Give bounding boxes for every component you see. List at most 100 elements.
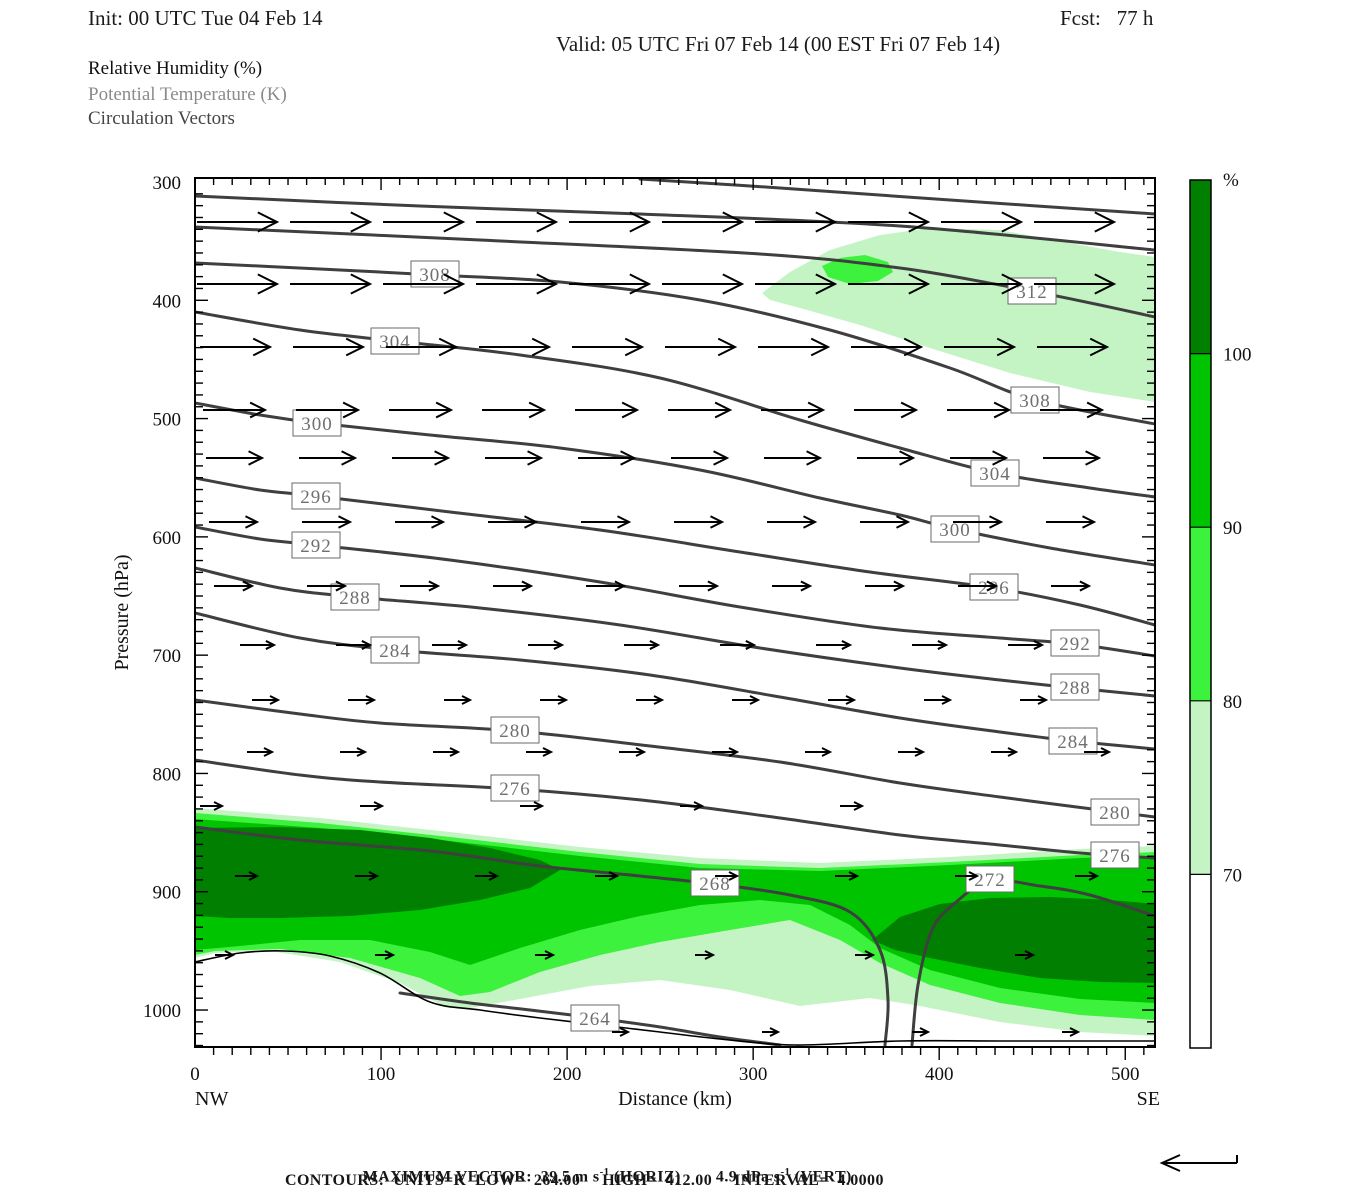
- axis-labels-group: 300 400 500 600 700 800 900 1000 0 100 200 300 400 50…: [111, 173, 1160, 1110]
- contour-label-box-276: [490, 774, 540, 802]
- rh-shading-group: [195, 228, 1155, 1036]
- vector-arrow-head: [531, 337, 552, 357]
- contour-label-280: 280: [1099, 803, 1131, 824]
- contours-info-text: CONTOURS: UNITS=K LOW= 264.00 HIGH= 412.…: [285, 1172, 884, 1189]
- contour-label-276: 276: [499, 779, 531, 800]
- contour-label-box-300: [930, 515, 980, 543]
- vector-arrow-head: [713, 450, 730, 466]
- vector-arrow-head: [629, 211, 652, 233]
- contour-label-288: 288: [339, 588, 371, 609]
- contour-label-280: 280: [499, 721, 531, 742]
- rh-region-100-dark-left: [195, 827, 560, 918]
- vector-arrow-head: [903, 337, 924, 357]
- contour-label-300: 300: [301, 414, 333, 435]
- vector-arrow-head: [707, 580, 720, 592]
- vector-arrow-head: [968, 871, 980, 881]
- x-tick-label-0: 0: [190, 1064, 200, 1085]
- vector-arrow-head: [528, 401, 547, 419]
- contour-line-280: [195, 698, 1155, 819]
- vector-arrow-head: [693, 801, 705, 811]
- contour-label-284: 284: [1057, 732, 1089, 753]
- plot-frame: [194, 177, 1156, 1048]
- vector-arrow-head: [1085, 450, 1102, 466]
- vector-arrow-head: [1001, 211, 1024, 233]
- vector-arrow-head: [1086, 401, 1105, 419]
- vector-arrow-head: [524, 515, 539, 529]
- colorbar-frame: [1189, 179, 1212, 1049]
- vector-arrow-head: [806, 450, 823, 466]
- vector-arrow-head: [714, 401, 733, 419]
- vector-arrow-head: [619, 1027, 631, 1037]
- colorbar-tick-label-100: 100: [1223, 345, 1252, 366]
- vector-arrow-head: [1094, 211, 1117, 233]
- vector-arrow-head: [749, 695, 761, 705]
- vector-arrow-head: [438, 337, 459, 357]
- vector-arrow-head: [224, 950, 236, 960]
- vector-arrow-head: [608, 871, 620, 881]
- contour-label-box-296: [291, 482, 341, 510]
- contour-label-box-288: [330, 583, 380, 611]
- vector-arrow-head: [461, 695, 473, 705]
- x-tick-label-500: 500: [1111, 1064, 1140, 1085]
- contour-label-296: 296: [978, 578, 1010, 599]
- contour-line-316: [195, 194, 1155, 252]
- vector-arrow-head: [536, 273, 559, 295]
- vector-arrow-head: [864, 950, 876, 960]
- vector-arrow-head: [1082, 515, 1097, 529]
- vector-arrow-head: [710, 515, 725, 529]
- vector-arrow-head: [653, 695, 665, 705]
- layer-label-circulation-vectors: Circulation Vectors: [88, 108, 235, 129]
- vector-arrow-head: [993, 401, 1012, 419]
- circulation-vectors-group: [197, 211, 1117, 1037]
- vector-arrow-head: [914, 747, 926, 757]
- vector-arrow-head: [717, 337, 738, 357]
- vector-arrow-head: [457, 640, 469, 650]
- vector-arrow-head: [617, 515, 632, 529]
- vector-arrow-head: [629, 273, 652, 295]
- vector-arrow-head: [807, 401, 826, 419]
- colorbar-title: %: [1223, 170, 1239, 191]
- contour-label-box-304: [370, 327, 420, 355]
- vector-arrow-head: [986, 580, 999, 592]
- vector-arrow-head: [620, 450, 637, 466]
- vector-arrow-head: [557, 695, 569, 705]
- vector-arrow-head: [384, 950, 396, 960]
- vector-arrow-head: [356, 747, 368, 757]
- reference-arrow-head: [1159, 1154, 1181, 1172]
- colorbar-segment-1: [1190, 353, 1211, 528]
- vector-arrow-head: [521, 580, 534, 592]
- vector-arrow-head: [941, 695, 953, 705]
- vector-arrow-head: [635, 747, 647, 757]
- vector-arrow-head: [245, 515, 260, 529]
- contour-line-304: [195, 310, 1155, 499]
- max-vector-part1: MAXIMUM VECTOR: 39.5 m s: [362, 1168, 600, 1186]
- colorbar-tick-label-80: 80: [1223, 692, 1242, 713]
- rh-region-70-80-upper: [762, 228, 1155, 402]
- vector-arrow-head: [368, 871, 380, 881]
- layer-label-relative-humidity: Relative Humidity (%): [88, 58, 263, 79]
- contour-line-320: [638, 178, 1155, 216]
- vector-arrow-head: [248, 871, 260, 881]
- vector-arrow-head: [893, 580, 906, 592]
- contour-label-box-292: [291, 531, 341, 559]
- vector-arrow-head: [252, 337, 273, 357]
- vector-arrow-head: [899, 450, 916, 466]
- contour-label-288: 288: [1059, 678, 1091, 699]
- vector-arrow-head: [624, 337, 645, 357]
- vector-arrow-head: [365, 695, 377, 705]
- vector-arrow-head: [992, 450, 1009, 466]
- vector-arrow-head: [428, 580, 441, 592]
- contour-label-box-272: [965, 865, 1015, 893]
- init-time-label: Init: 00 UTC Tue 04 Feb 14: [88, 6, 323, 30]
- contour-line-268: [195, 825, 890, 1047]
- vector-arrow-head: [373, 801, 385, 811]
- vector-arrow-head: [533, 801, 545, 811]
- vector-arrow-head: [621, 401, 640, 419]
- contour-label-312: 312: [1016, 282, 1048, 303]
- contour-line-312: [195, 225, 1155, 319]
- layer-label-potential-temperature: Potential Temperature (K): [88, 84, 287, 105]
- vector-arrow-head: [350, 211, 373, 233]
- vector-arrow-head: [269, 695, 281, 705]
- y-tick-label-700: 700: [153, 646, 182, 667]
- y-axis-title: Pressure (hPa): [111, 554, 133, 670]
